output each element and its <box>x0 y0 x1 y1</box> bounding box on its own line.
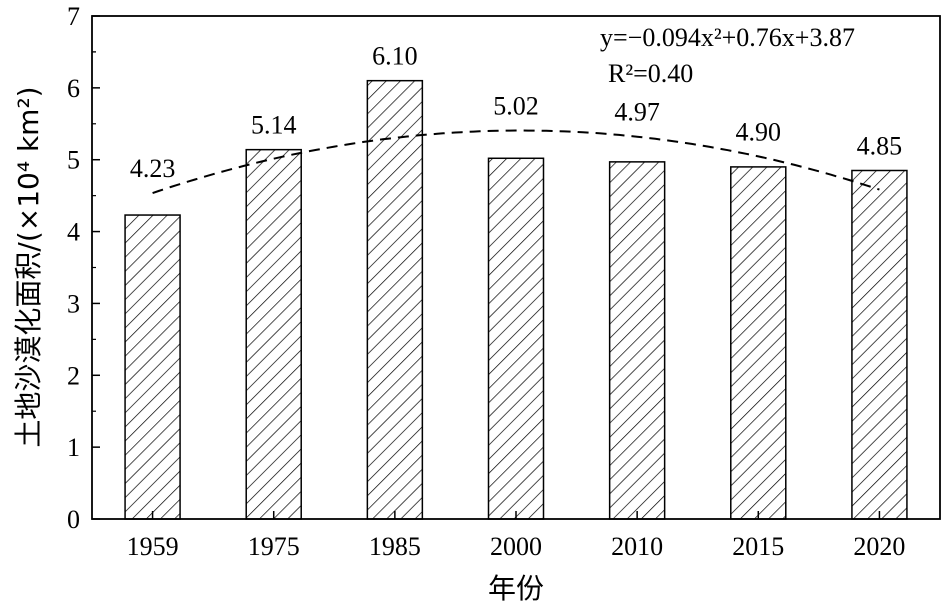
x-tick-label-2010: 2010 <box>611 532 663 561</box>
bar-2000 <box>487 157 545 520</box>
data-label-2000: 5.02 <box>493 92 539 121</box>
trendline <box>152 129 880 195</box>
data-label-1985: 6.10 <box>372 42 418 71</box>
data-label-1959: 4.23 <box>130 154 176 183</box>
y-tick-label-6: 6 <box>67 74 80 103</box>
x-tick-label-2020: 2020 <box>853 532 905 561</box>
x-tick-label-2000: 2000 <box>490 532 542 561</box>
data-labels-layer: 4.23 5.14 6.10 5.02 4.97 4.90 4.85 <box>130 42 902 183</box>
x-tick-label-1985: 1985 <box>369 532 421 561</box>
y-axis: 0 1 2 3 4 5 6 7 <box>67 2 100 534</box>
bar-2020 <box>851 169 908 520</box>
trendline-layer <box>152 129 880 195</box>
y-axis-title: 土地沙漠化面积/(×10⁴ km²) <box>12 86 45 447</box>
y-tick-label-4: 4 <box>67 218 80 247</box>
data-label-2010: 4.97 <box>614 98 660 127</box>
trendline-equation: y=−0.094x²+0.76x+3.87 <box>600 23 855 52</box>
x-tick-label-1975: 1975 <box>248 532 300 561</box>
y-tick-label-2: 2 <box>67 361 80 390</box>
data-label-2015: 4.90 <box>736 117 782 146</box>
y-tick-label-0: 0 <box>67 505 80 534</box>
r-squared-label: R²=0.40 <box>608 59 693 88</box>
x-axis-title: 年份 <box>488 572 544 605</box>
y-tick-label-1: 1 <box>67 433 80 462</box>
x-tick-label-1959: 1959 <box>127 532 179 561</box>
data-label-2020: 4.85 <box>857 131 903 160</box>
bar-1975 <box>245 148 302 520</box>
y-tick-label-7: 7 <box>67 2 80 31</box>
bar-1959 <box>124 214 181 520</box>
x-axis: 1959 1975 1985 2000 2010 2015 2020 <box>127 511 905 561</box>
x-tick-label-2015: 2015 <box>732 532 784 561</box>
bar-2010 <box>608 161 666 520</box>
bar-1985 <box>366 79 424 520</box>
bar-2015 <box>730 166 787 520</box>
y-tick-label-5: 5 <box>67 146 80 175</box>
bars-layer <box>124 79 908 520</box>
data-label-1975: 5.14 <box>251 111 297 140</box>
y-tick-label-3: 3 <box>67 289 80 318</box>
